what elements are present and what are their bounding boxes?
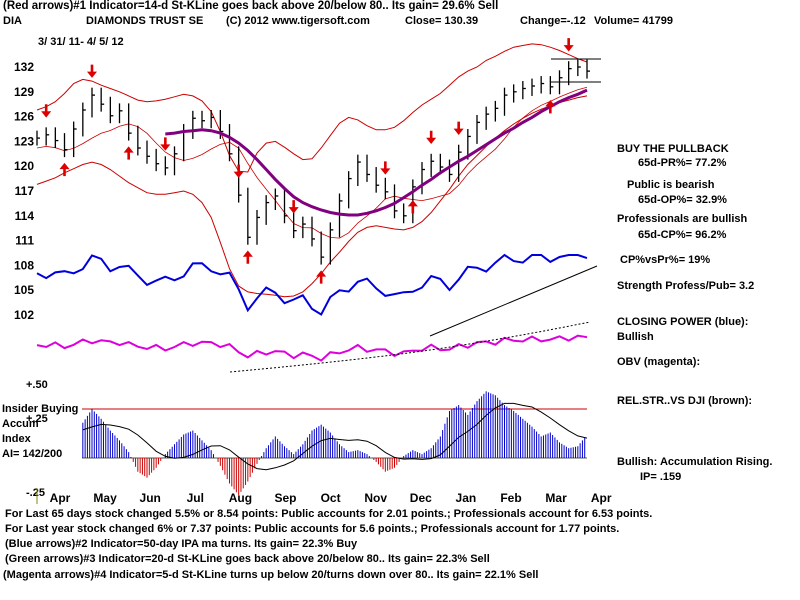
cp-vs-pr-value: CP%vsPr%= 19%: [620, 254, 711, 266]
accum-title-1: Insider Buying: [2, 403, 79, 415]
accum-title-3: Index: [2, 433, 31, 445]
indicator-1-title: (Red arrows)#1 Indicator=14-d St-KLine g…: [3, 0, 499, 12]
buy-pullback-label: BUY THE PULLBACK: [617, 143, 729, 155]
lower-band-line: [36, 95, 588, 298]
x-tick-label: Mar: [545, 491, 567, 505]
closing-power-label: CLOSING POWER (blue):: [617, 316, 749, 328]
ma50-line: [165, 88, 588, 217]
closing-power-line: [36, 253, 588, 316]
fund-name: DIAMONDS TRUST SE: [86, 15, 204, 27]
sell-arrow-icon: [233, 164, 244, 178]
relstr-label: REL.STR..VS DJI (brown):: [617, 395, 753, 407]
professionals-label: Professionals are bullish: [617, 213, 748, 225]
y-tick-label: 129: [14, 85, 34, 99]
ticker: DIA: [3, 15, 22, 27]
op-value: 65d-OP%= 32.9%: [638, 194, 727, 206]
buy-arrow-icon: [545, 100, 556, 114]
sell-arrow-icon: [380, 161, 391, 175]
footer-magenta-arrows: (Magenta arrows)#4 Indicator=5-d St-KLin…: [3, 569, 539, 581]
public-label: Public is bearish: [627, 179, 715, 191]
change-value: Change=-.12: [520, 15, 586, 27]
buy-arrow-icon: [242, 250, 253, 264]
x-tick-label: Jan: [456, 491, 477, 505]
obv-line: [36, 334, 588, 362]
sell-arrow-icon: [563, 38, 574, 52]
strength-value: Strength Profess/Pub= 3.2: [617, 280, 755, 292]
sell-arrow-icon: [160, 137, 171, 151]
x-tick-label: Feb: [500, 491, 521, 505]
accum-ma-line: [82, 402, 588, 471]
y-tick-label: 105: [14, 283, 34, 297]
y-tick-label: 120: [14, 159, 34, 173]
upper-band-line: [36, 43, 588, 173]
closing-power-trendline: [429, 265, 598, 337]
x-tick-label: Nov: [364, 491, 387, 505]
cp-value: 65d-CP%= 96.2%: [638, 229, 727, 241]
buy-arrow-icon: [316, 270, 327, 284]
x-tick-label: Jun: [140, 491, 161, 505]
accum-plus50: +.50: [26, 379, 48, 391]
pr-value: 65d-PR%= 77.2%: [638, 157, 727, 169]
x-tick-label: Oct: [321, 491, 341, 505]
accum-title-2: Accum: [2, 418, 39, 430]
closing-power-state: Bullish: [617, 331, 654, 343]
footer-last-year: For Last year stock changed 6% or 7.37 p…: [5, 523, 620, 535]
buy-arrow-icon: [407, 200, 418, 214]
sell-arrow-icon: [426, 130, 437, 145]
date-range: 3/ 31/ 11- 4/ 5/ 12: [38, 36, 124, 48]
sell-arrow-icon: [86, 64, 98, 78]
x-tick-label: May: [93, 491, 117, 505]
volume-value: Volume= 41799: [594, 15, 673, 27]
obv-label: OBV (magenta):: [617, 356, 701, 368]
footer-green-arrows: (Green arrows)#3 Indicator=20-d St-KLine…: [5, 553, 490, 565]
x-tick-label: Apr: [591, 491, 612, 505]
accum-ai: AI= 142/200: [2, 448, 63, 460]
x-tick-label: Apr: [50, 491, 71, 505]
buy-arrow-icon: [123, 146, 134, 160]
footer-blue-arrows: (Blue arrows)#2 Indicator=50-day IPA ma …: [5, 538, 358, 550]
y-tick-label: 111: [15, 234, 34, 248]
accum-minus25: -.25: [26, 487, 45, 499]
copyright: (C) 2012 www.tigersoft.com: [226, 15, 370, 27]
y-tick-label: 123: [14, 134, 34, 148]
y-tick-label: 117: [15, 184, 35, 198]
buy-arrow-icon: [59, 162, 70, 177]
bullish-accum-label: Bullish: Accumulation Rising.: [617, 456, 773, 468]
y-tick-label: 102: [14, 308, 34, 322]
y-tick-label: 114: [15, 209, 35, 223]
footer-65-days: For Last 65 days stock changed 5.5% or 8…: [5, 508, 653, 520]
sell-arrow-icon: [453, 121, 464, 135]
x-tick-label: Dec: [410, 491, 432, 505]
x-tick-label: Sep: [274, 491, 296, 505]
sell-arrow-icon: [41, 104, 52, 118]
close-value: Close= 130.39: [405, 15, 479, 27]
y-tick-label: 126: [14, 110, 34, 124]
accum-plus25: +.25: [26, 413, 48, 425]
sell-arrow-icon: [288, 200, 299, 214]
ip-value: IP= .159: [640, 471, 682, 483]
x-tick-label: Aug: [229, 491, 252, 505]
obv-ma-line: [229, 321, 591, 373]
x-tick-label: Jul: [187, 491, 204, 505]
y-tick-label: 132: [14, 60, 34, 74]
inner-band-line: [36, 86, 588, 239]
y-tick-label: 108: [14, 258, 34, 272]
